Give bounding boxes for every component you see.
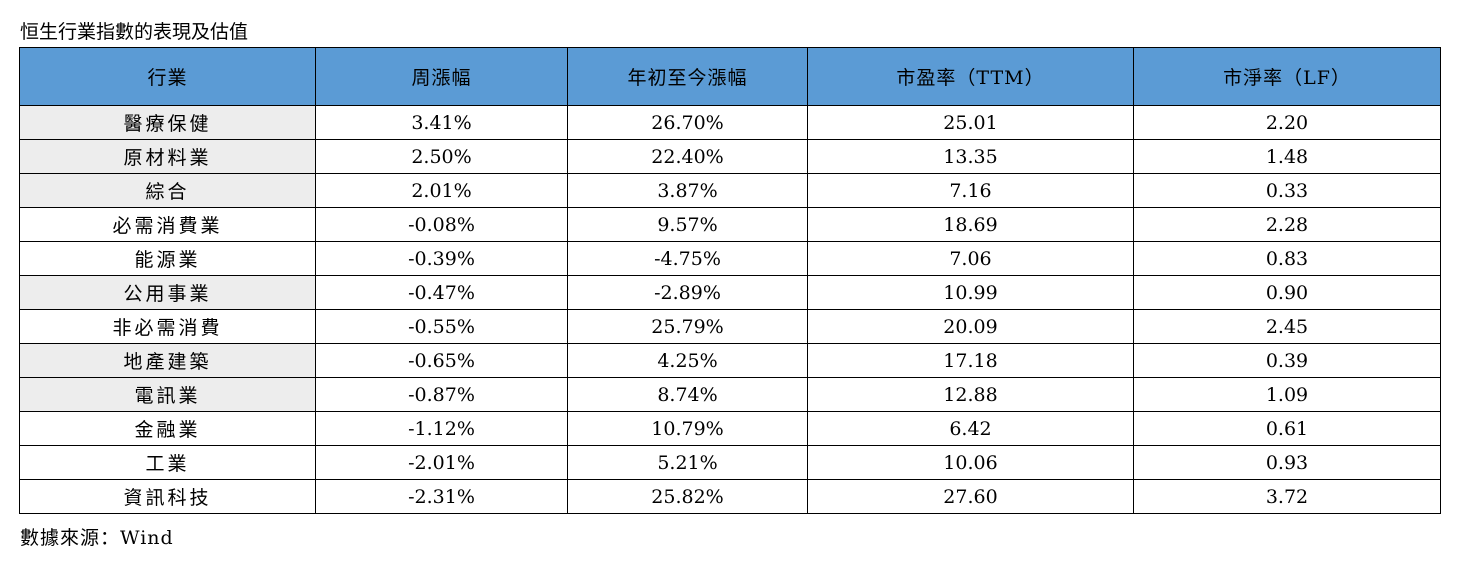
table-row: 工業 -2.01% 5.21% 10.06 0.93 [19,445,1441,480]
weekly-change-cell: 2.50% [315,139,568,174]
industry-name-cell: 地產建築 [19,343,316,378]
ytd-change-cell: 25.82% [567,479,808,514]
pe-ratio-cell: 27.60 [807,479,1134,514]
data-source-note: 數據來源：Wind [20,527,174,549]
industry-name-cell: 工業 [19,445,316,480]
weekly-change-cell: -0.65% [315,343,568,378]
ytd-change-cell: 3.87% [567,173,808,208]
industry-name-cell: 非必需消費 [19,309,316,344]
weekly-change-cell: -1.12% [315,411,568,446]
header-pe-ttm: 市盈率（TTM） [807,47,1134,106]
pb-ratio-cell: 0.39 [1133,343,1441,378]
header-weekly-change: 周漲幅 [315,47,568,106]
table-title: 恒生行業指數的表現及估值 [20,21,249,43]
header-pb-lf: 市淨率（LF） [1133,47,1441,106]
ytd-change-cell: 8.74% [567,377,808,412]
industry-index-table: 行業 周漲幅 年初至今漲幅 市盈率（TTM） 市淨率（LF） 醫療保健 3.41%… [19,47,1441,514]
table-row: 醫療保健 3.41% 26.70% 25.01 2.20 [19,105,1441,140]
pe-ratio-cell: 25.01 [807,105,1134,140]
table-row: 公用事業 -0.47% -2.89% 10.99 0.90 [19,275,1441,310]
pb-ratio-cell: 2.45 [1133,309,1441,344]
pe-ratio-cell: 12.88 [807,377,1134,412]
table-header-row: 行業 周漲幅 年初至今漲幅 市盈率（TTM） 市淨率（LF） [19,47,1441,106]
pb-ratio-cell: 0.33 [1133,173,1441,208]
pb-ratio-cell: 1.09 [1133,377,1441,412]
weekly-change-cell: -0.39% [315,241,568,276]
table-row: 金融業 -1.12% 10.79% 6.42 0.61 [19,411,1441,446]
weekly-change-cell: -0.08% [315,207,568,242]
weekly-change-cell: -0.47% [315,275,568,310]
table-row: 必需消費業 -0.08% 9.57% 18.69 2.28 [19,207,1441,242]
industry-name-cell: 必需消費業 [19,207,316,242]
industry-name-cell: 原材料業 [19,139,316,174]
ytd-change-cell: 25.79% [567,309,808,344]
table-row: 資訊科技 -2.31% 25.82% 27.60 3.72 [19,479,1441,514]
header-ytd-change: 年初至今漲幅 [567,47,808,106]
pe-ratio-cell: 7.06 [807,241,1134,276]
pb-ratio-cell: 2.28 [1133,207,1441,242]
table-body: 醫療保健 3.41% 26.70% 25.01 2.20 原材料業 2.50% 22.40% 1… [19,105,1441,514]
ytd-change-cell: 5.21% [567,445,808,480]
pe-ratio-cell: 10.06 [807,445,1134,480]
industry-name-cell: 電訊業 [19,377,316,412]
ytd-change-cell: 4.25% [567,343,808,378]
ytd-change-cell: -4.75% [567,241,808,276]
weekly-change-cell: -2.01% [315,445,568,480]
industry-name-cell: 金融業 [19,411,316,446]
table-row: 能源業 -0.39% -4.75% 7.06 0.83 [19,241,1441,276]
table-row: 地產建築 -0.65% 4.25% 17.18 0.39 [19,343,1441,378]
weekly-change-cell: -0.55% [315,309,568,344]
pb-ratio-cell: 0.90 [1133,275,1441,310]
ytd-change-cell: 10.79% [567,411,808,446]
pb-ratio-cell: 0.93 [1133,445,1441,480]
header-industry: 行業 [19,47,316,106]
pb-ratio-cell: 2.20 [1133,105,1441,140]
industry-name-cell: 能源業 [19,241,316,276]
pb-ratio-cell: 0.61 [1133,411,1441,446]
ytd-change-cell: 9.57% [567,207,808,242]
pe-ratio-cell: 20.09 [807,309,1134,344]
weekly-change-cell: -0.87% [315,377,568,412]
pe-ratio-cell: 13.35 [807,139,1134,174]
pb-ratio-cell: 3.72 [1133,479,1441,514]
pe-ratio-cell: 17.18 [807,343,1134,378]
weekly-change-cell: 2.01% [315,173,568,208]
pb-ratio-cell: 1.48 [1133,139,1441,174]
table-row: 綜合 2.01% 3.87% 7.16 0.33 [19,173,1441,208]
weekly-change-cell: -2.31% [315,479,568,514]
pe-ratio-cell: 6.42 [807,411,1134,446]
ytd-change-cell: 26.70% [567,105,808,140]
ytd-change-cell: -2.89% [567,275,808,310]
ytd-change-cell: 22.40% [567,139,808,174]
industry-name-cell: 資訊科技 [19,479,316,514]
industry-name-cell: 醫療保健 [19,105,316,140]
industry-name-cell: 綜合 [19,173,316,208]
weekly-change-cell: 3.41% [315,105,568,140]
table-row: 電訊業 -0.87% 8.74% 12.88 1.09 [19,377,1441,412]
pe-ratio-cell: 7.16 [807,173,1134,208]
pe-ratio-cell: 18.69 [807,207,1134,242]
table-row: 原材料業 2.50% 22.40% 13.35 1.48 [19,139,1441,174]
pb-ratio-cell: 0.83 [1133,241,1441,276]
industry-name-cell: 公用事業 [19,275,316,310]
table-row: 非必需消費 -0.55% 25.79% 20.09 2.45 [19,309,1441,344]
pe-ratio-cell: 10.99 [807,275,1134,310]
